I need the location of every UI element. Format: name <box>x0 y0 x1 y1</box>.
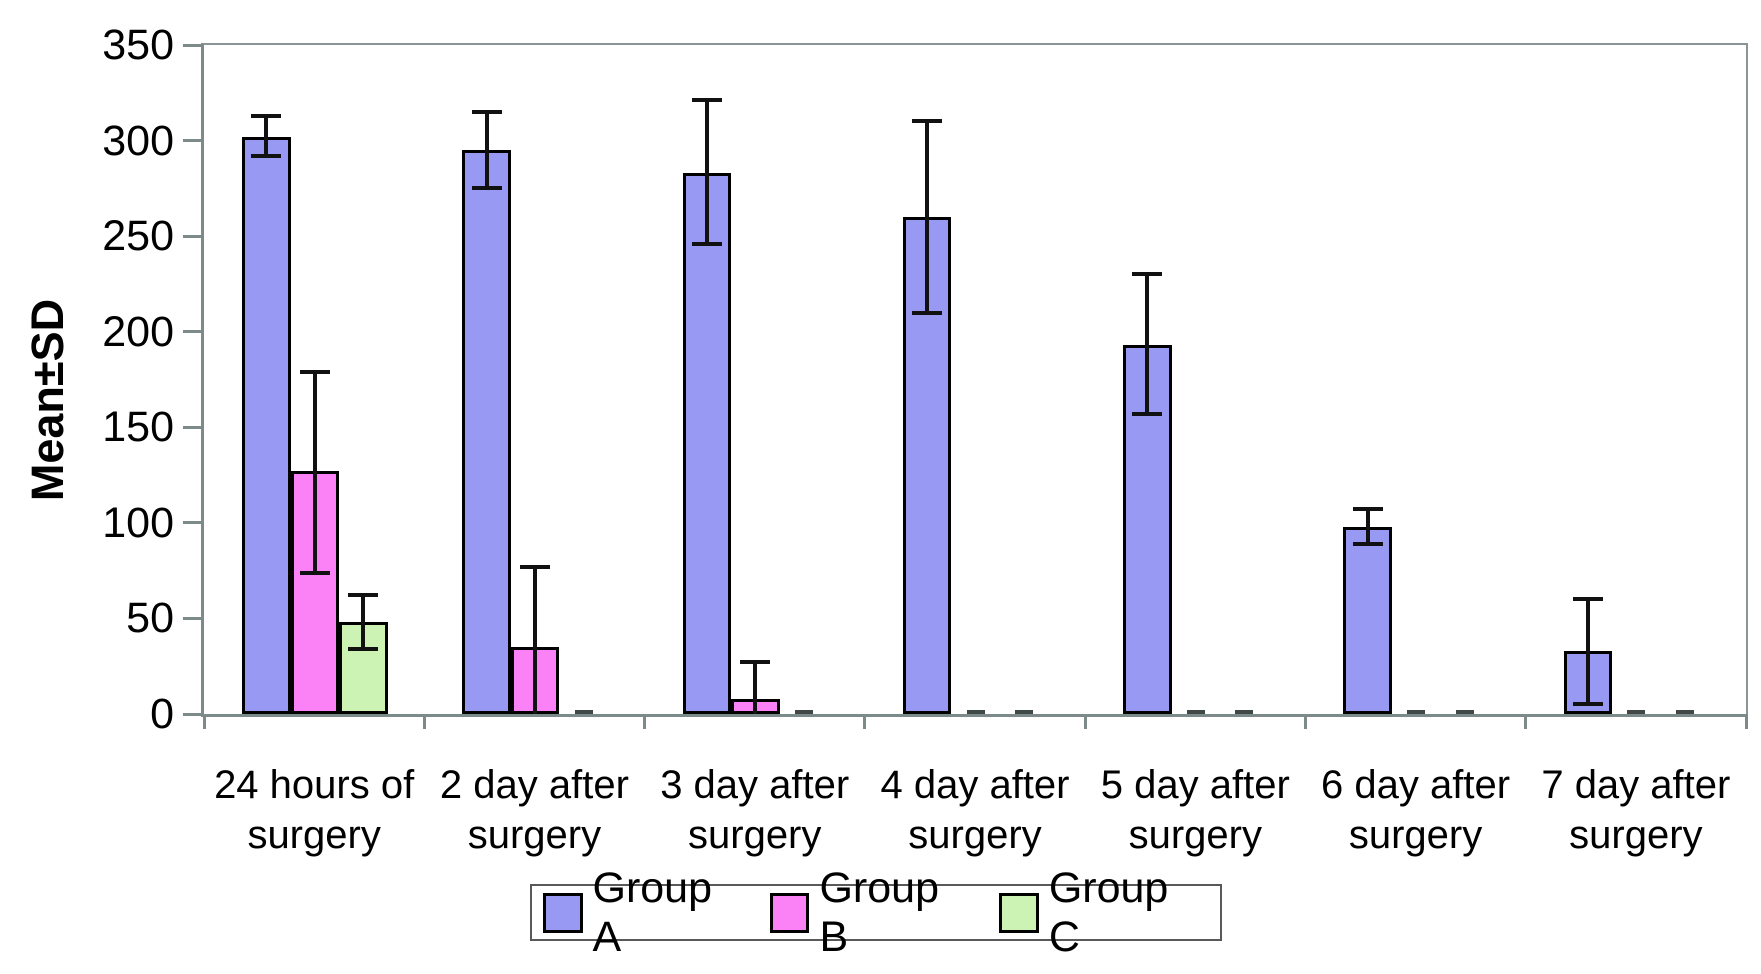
error-bar-cap-top <box>1572 597 1603 602</box>
zero-value-dash <box>966 710 985 714</box>
y-tick-label: 50 <box>126 594 174 643</box>
error-bar-cap-top <box>299 369 330 374</box>
error-bar-line <box>361 595 366 649</box>
y-tick-mark <box>183 616 201 620</box>
legend-swatch-icon <box>769 892 810 933</box>
error-bar-cap-bottom <box>1352 541 1383 546</box>
x-category-label: 2 day after surgery <box>439 763 629 857</box>
error-bar-cap-top <box>348 593 379 598</box>
y-tick-mark <box>183 234 201 238</box>
error-bar-cap-bottom <box>1132 411 1163 416</box>
bar <box>242 136 291 714</box>
x-category-label: 3 day after surgery <box>660 763 850 857</box>
x-category-label: 7 day after surgery <box>1541 763 1731 857</box>
bar <box>682 173 732 714</box>
zero-value-dash <box>1015 710 1034 714</box>
y-tick-label: 100 <box>102 498 174 547</box>
error-bar-line <box>312 371 317 573</box>
bar <box>1123 345 1172 714</box>
x-tick-mark <box>643 714 647 729</box>
zero-value-dash <box>1407 710 1426 714</box>
error-bar-line <box>264 115 269 156</box>
error-bar-cap-top <box>1132 272 1163 277</box>
x-tick-mark <box>202 714 206 729</box>
x-category-label: 6 day after surgery <box>1321 763 1511 857</box>
legend-item: Group A <box>543 864 748 962</box>
error-bar-cap-bottom <box>251 153 282 158</box>
error-bar-cap-top <box>1352 507 1383 512</box>
error-bar-line <box>925 121 930 313</box>
x-tick-mark <box>1744 714 1748 729</box>
y-tick-label: 200 <box>102 307 174 356</box>
x-category-label: 5 day after surgery <box>1100 763 1290 857</box>
y-tick-mark <box>183 425 201 429</box>
x-tick-mark <box>422 714 426 729</box>
zero-value-dash <box>794 710 813 714</box>
x-tick-mark <box>863 714 867 729</box>
y-tick-mark <box>183 712 201 716</box>
error-bar-cap-bottom <box>912 310 943 315</box>
error-bar-cap-top <box>912 119 943 124</box>
y-tick-mark <box>183 330 201 334</box>
x-tick-mark <box>1083 714 1087 729</box>
error-bar-cap-bottom <box>299 570 330 575</box>
x-category-label: 24 hours of surgery <box>214 763 415 857</box>
error-bar-line <box>753 662 758 714</box>
error-bar-line <box>1585 599 1590 705</box>
zero-value-dash <box>1186 710 1205 714</box>
error-bar-line <box>1145 274 1150 414</box>
y-tick-mark <box>183 139 201 143</box>
legend-label: Group B <box>819 863 939 961</box>
legend-label: Group C <box>1048 863 1169 961</box>
y-tick-label: 300 <box>102 116 174 165</box>
zero-value-dash <box>1235 710 1254 714</box>
error-bar-line <box>1365 509 1370 544</box>
plot-area <box>201 43 1748 717</box>
error-bar-cap-top <box>251 113 282 118</box>
error-bar-line <box>704 100 709 244</box>
y-tick-label: 0 <box>150 690 174 738</box>
legend-swatch-icon <box>543 892 583 933</box>
zero-value-dash <box>1675 710 1694 714</box>
y-tick-label: 250 <box>102 212 174 261</box>
legend-item: Group B <box>769 863 977 962</box>
error-bar-cap-top <box>520 564 551 569</box>
bar <box>462 150 511 714</box>
legend-label: Group A <box>592 863 713 961</box>
error-bar-cap-bottom <box>471 186 502 191</box>
legend: Group A Group B Group C <box>530 864 1222 961</box>
legend-item: Group C <box>999 864 1209 962</box>
error-bar-cap-bottom <box>348 647 379 651</box>
zero-value-dash <box>1455 710 1474 714</box>
zero-value-dash <box>1627 710 1646 714</box>
x-tick-mark <box>1303 714 1307 729</box>
y-tick-mark <box>183 43 201 47</box>
zero-value-dash <box>574 710 593 714</box>
y-tick-label: 350 <box>102 21 174 69</box>
error-bar-cap-top <box>691 98 722 103</box>
error-bar-line <box>533 566 538 714</box>
error-bar-cap-bottom <box>1572 702 1603 707</box>
y-tick-label: 150 <box>102 403 174 452</box>
x-tick-mark <box>1524 714 1528 729</box>
legend-swatch-icon <box>999 892 1039 933</box>
error-bar-cap-bottom <box>691 241 722 246</box>
y-tick-mark <box>183 521 201 525</box>
error-bar-cap-top <box>740 660 771 665</box>
error-bar-cap-top <box>471 109 502 114</box>
error-bar-line <box>484 111 489 189</box>
x-category-label: 4 day after surgery <box>880 763 1070 857</box>
bar <box>1343 526 1392 714</box>
